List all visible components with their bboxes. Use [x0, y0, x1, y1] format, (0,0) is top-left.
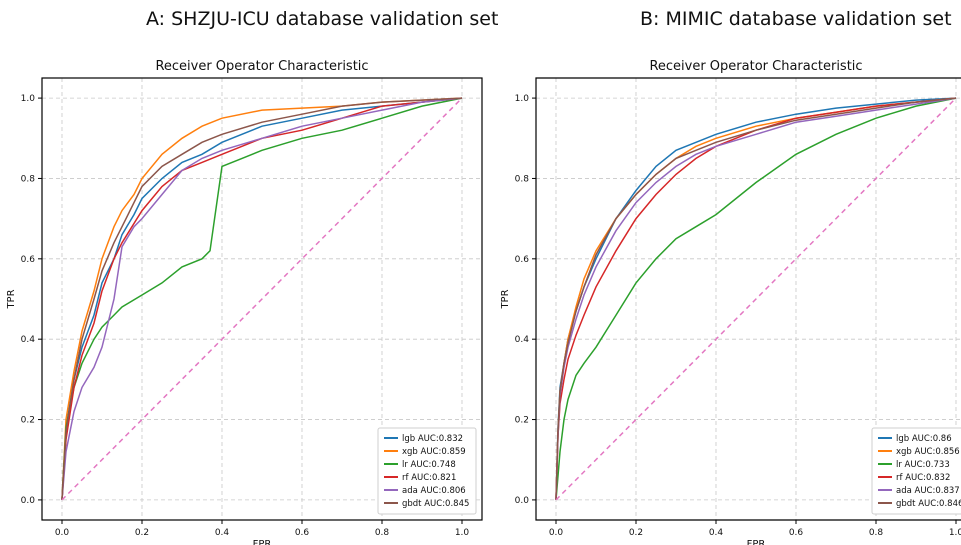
panel-b-heading: B: MIMIC database validation set — [640, 8, 952, 30]
roc-curve-rf — [555, 97, 957, 500]
y-tick-label: 0.6 — [21, 255, 36, 265]
x-tick-label: 0.0 — [549, 528, 564, 538]
roc-curve-ada — [61, 97, 463, 500]
y-tick-label: 0.0 — [21, 496, 36, 506]
x-tick-label: 1.0 — [949, 528, 961, 538]
roc-curve-lgb — [61, 97, 463, 500]
diagonal-reference-line — [555, 97, 957, 501]
x-tick-label: 0.2 — [629, 528, 643, 538]
legend-entry: lr AUC:0.748 — [402, 460, 456, 470]
legend-entry: ada AUC:0.837 — [896, 486, 960, 496]
y-tick-label: 0.2 — [21, 416, 35, 426]
legend-box — [377, 427, 477, 515]
legend-box — [871, 427, 961, 515]
x-tick-label: 0.0 — [55, 528, 70, 538]
plot-frame — [535, 77, 961, 521]
legend-entry: ada AUC:0.806 — [402, 486, 466, 496]
y-tick-label: 0.8 — [21, 174, 36, 184]
y-tick-label: 0.2 — [515, 416, 529, 426]
panel-a-heading: A: SHZJU-ICU database validation set — [146, 8, 499, 30]
legend: lgb AUC:0.832 xgb AUC:0.859 lr AUC:0.748 rf… — [377, 427, 477, 515]
roc-curve-gbdt — [555, 97, 957, 500]
y-axis-label: TPR — [6, 289, 17, 309]
roc-curve-ada — [555, 97, 957, 500]
x-axis-label: FPR — [253, 539, 272, 545]
roc-curve-lr — [555, 97, 957, 500]
y-tick-label: 0.4 — [515, 335, 530, 345]
x-tick-label: 0.8 — [375, 528, 390, 538]
x-tick-label: 0.6 — [789, 528, 804, 538]
roc-curve-gbdt — [61, 97, 463, 500]
legend-entry: lgb AUC:0.86 — [896, 434, 952, 444]
legend-entry: gbdt AUC:0.846 — [896, 499, 961, 509]
legend-entry: rf AUC:0.821 — [402, 473, 456, 483]
x-tick-label: 0.2 — [135, 528, 149, 538]
y-tick-label: 0.6 — [515, 255, 530, 265]
roc-chart-b: Receiver Operator Characteristic 0.0 0.0 0.… — [500, 59, 961, 545]
y-tick-label: 1.0 — [21, 94, 36, 104]
roc-curve-xgb — [61, 97, 463, 500]
legend-entry: gbdt AUC:0.845 — [402, 499, 469, 509]
legend: lgb AUC:0.86 xgb AUC:0.856 lr AUC:0.733 rf … — [871, 427, 961, 515]
legend-entry: lr AUC:0.733 — [896, 460, 950, 470]
y-tick-label: 0.0 — [515, 496, 530, 506]
x-tick-label: 0.8 — [869, 528, 884, 538]
roc-chart-a: Receiver Operator Characteristic 0.0 0.0 0.… — [6, 59, 483, 545]
x-tick-label: 0.6 — [295, 528, 310, 538]
y-tick-label: 0.4 — [21, 335, 36, 345]
chart-title: Receiver Operator Characteristic — [649, 59, 862, 74]
x-axis-label: FPR — [747, 539, 766, 545]
legend-entry: xgb AUC:0.859 — [402, 447, 466, 457]
legend-entry: xgb AUC:0.856 — [896, 447, 960, 457]
x-tick-label: 1.0 — [455, 528, 470, 538]
x-tick-label: 0.4 — [709, 528, 724, 538]
x-tick-label: 0.4 — [215, 528, 230, 538]
diagonal-reference-line — [61, 97, 463, 501]
y-axis-label: TPR — [500, 289, 511, 309]
y-tick-label: 0.8 — [515, 174, 530, 184]
legend-entry: rf AUC:0.832 — [896, 473, 950, 483]
legend-entry: lgb AUC:0.832 — [402, 434, 463, 444]
chart-title: Receiver Operator Characteristic — [155, 59, 368, 74]
plot-frame — [41, 77, 483, 521]
y-tick-label: 1.0 — [515, 94, 530, 104]
roc-curve-lr — [61, 97, 463, 500]
